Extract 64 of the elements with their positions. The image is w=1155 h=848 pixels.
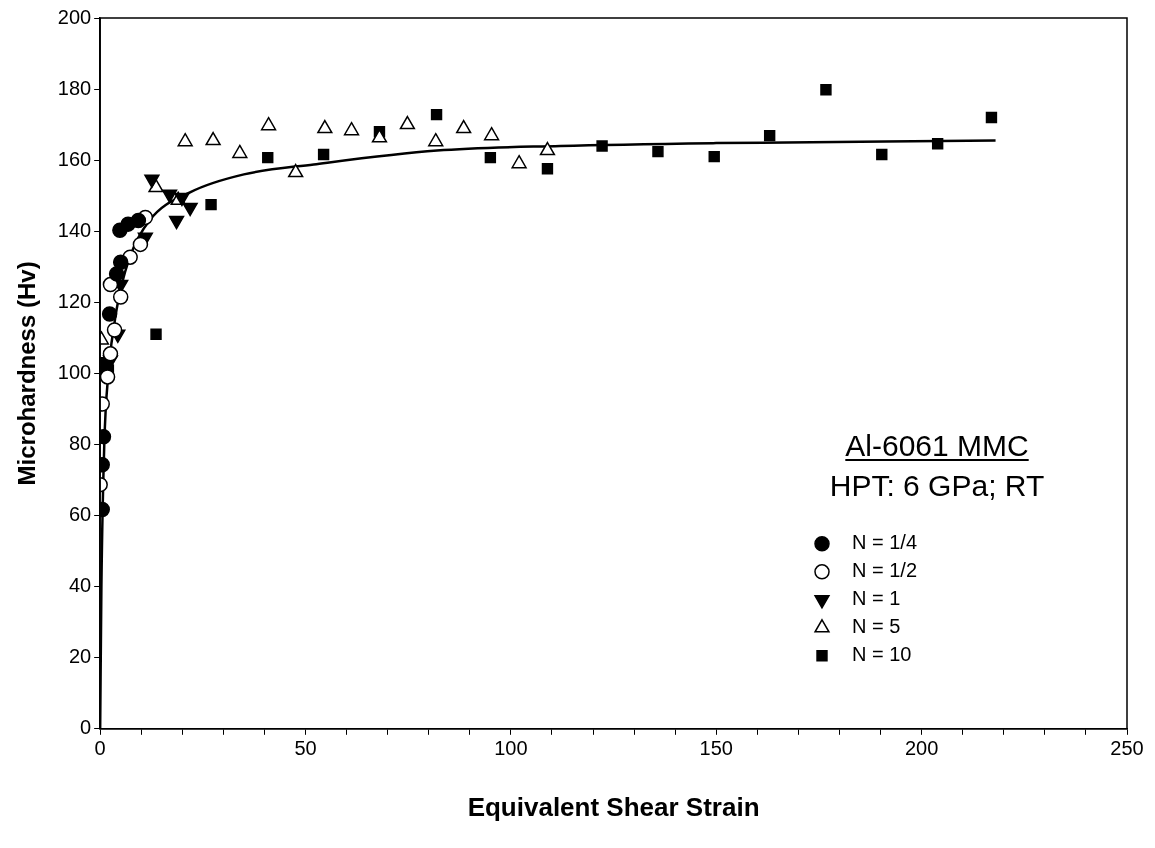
y-tick-label: 60	[68, 503, 92, 526]
legend-label: N = 1	[852, 587, 901, 610]
y-tick-label: 120	[57, 289, 92, 312]
point	[708, 150, 720, 163]
point	[484, 151, 497, 164]
point	[288, 163, 304, 178]
x-tick-label: 100	[494, 737, 528, 760]
point	[101, 306, 118, 322]
point	[177, 132, 193, 147]
point	[399, 115, 416, 130]
y-tick-label: 180	[57, 76, 92, 99]
point	[455, 119, 472, 134]
point	[130, 212, 147, 229]
point	[132, 236, 149, 253]
point	[371, 129, 388, 143]
point	[102, 276, 119, 293]
point	[876, 148, 888, 161]
x-tick-label: 250	[1110, 737, 1144, 760]
x-tick-label: 0	[94, 737, 106, 760]
point	[985, 111, 998, 124]
point	[343, 121, 360, 136]
legend-label: N = 5	[852, 615, 901, 638]
y-tick-label: 100	[57, 360, 92, 383]
x-axis-title: Equivalent Shear Strain	[467, 791, 760, 822]
point	[150, 328, 162, 341]
point	[541, 162, 554, 175]
point	[317, 119, 333, 134]
point	[820, 84, 832, 96]
point	[596, 140, 608, 152]
point	[430, 108, 443, 121]
y-tick-label: 140	[57, 218, 92, 241]
point	[205, 198, 217, 211]
point	[317, 148, 330, 161]
point	[931, 138, 944, 150]
point	[232, 144, 248, 159]
point	[511, 154, 527, 169]
legend-label: N = 1/2	[852, 559, 918, 582]
y-tick-label: 80	[68, 432, 92, 454]
point	[260, 116, 277, 131]
y-axis-title: Microhardness (Hv)	[13, 261, 41, 486]
annotation: HPT: 6 GPa; RT	[829, 469, 1045, 502]
point	[102, 346, 119, 362]
legend-label: N = 1/4	[852, 531, 918, 554]
point	[539, 141, 556, 156]
y-tick-label: 200	[57, 5, 92, 28]
x-tick-label: 50	[294, 737, 317, 760]
point	[112, 289, 129, 305]
point	[652, 145, 664, 158]
point	[106, 322, 123, 338]
y-tick-label: 20	[68, 645, 92, 668]
point	[483, 126, 500, 141]
point	[763, 129, 776, 142]
point	[100, 369, 116, 385]
y-tick-label: 0	[80, 716, 92, 739]
x-tick-label: 200	[904, 737, 939, 760]
point	[205, 131, 221, 146]
y-tick-label: 40	[68, 574, 92, 597]
y-tick-label: 160	[57, 147, 92, 170]
x-tick-label: 150	[699, 737, 733, 760]
point	[262, 151, 274, 164]
point	[112, 254, 129, 270]
point	[428, 132, 444, 147]
annotation: Al-6061 MMC	[845, 429, 1029, 462]
legend-label: N = 10	[852, 643, 912, 666]
